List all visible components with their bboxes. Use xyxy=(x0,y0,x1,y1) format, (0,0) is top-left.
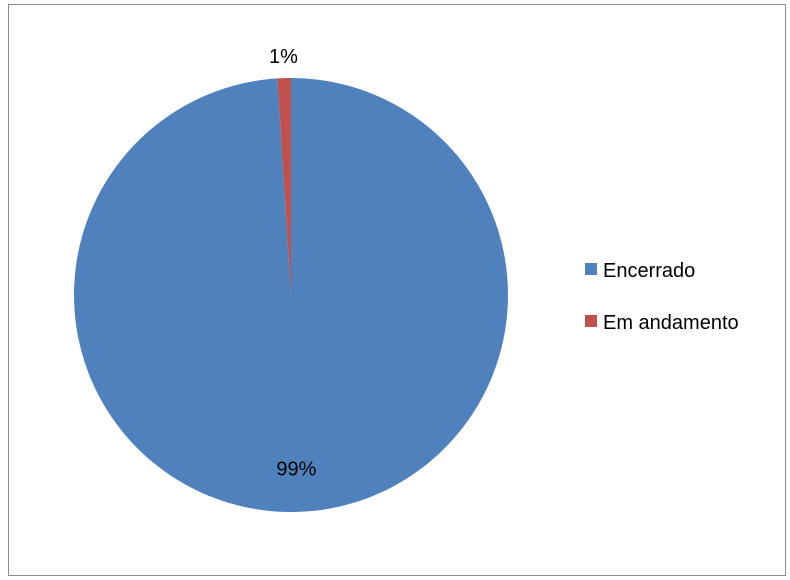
legend-swatch-encerrado xyxy=(585,263,597,275)
pie-slice-encerrado xyxy=(73,78,508,513)
legend-swatch-em-andamento xyxy=(585,315,597,327)
data-label-em-andamento: 1% xyxy=(269,46,298,68)
legend-label-encerrado: Encerrado xyxy=(603,260,695,282)
pie-data-labels: 99% 1% xyxy=(269,46,317,480)
pie-slice-em-andamento xyxy=(277,78,291,295)
legend-label-em-andamento: Em andamento xyxy=(603,312,739,334)
chart-legend: Encerrado Em andamento xyxy=(585,260,739,334)
pie-slices xyxy=(73,78,508,513)
data-label-encerrado: 99% xyxy=(276,459,316,481)
